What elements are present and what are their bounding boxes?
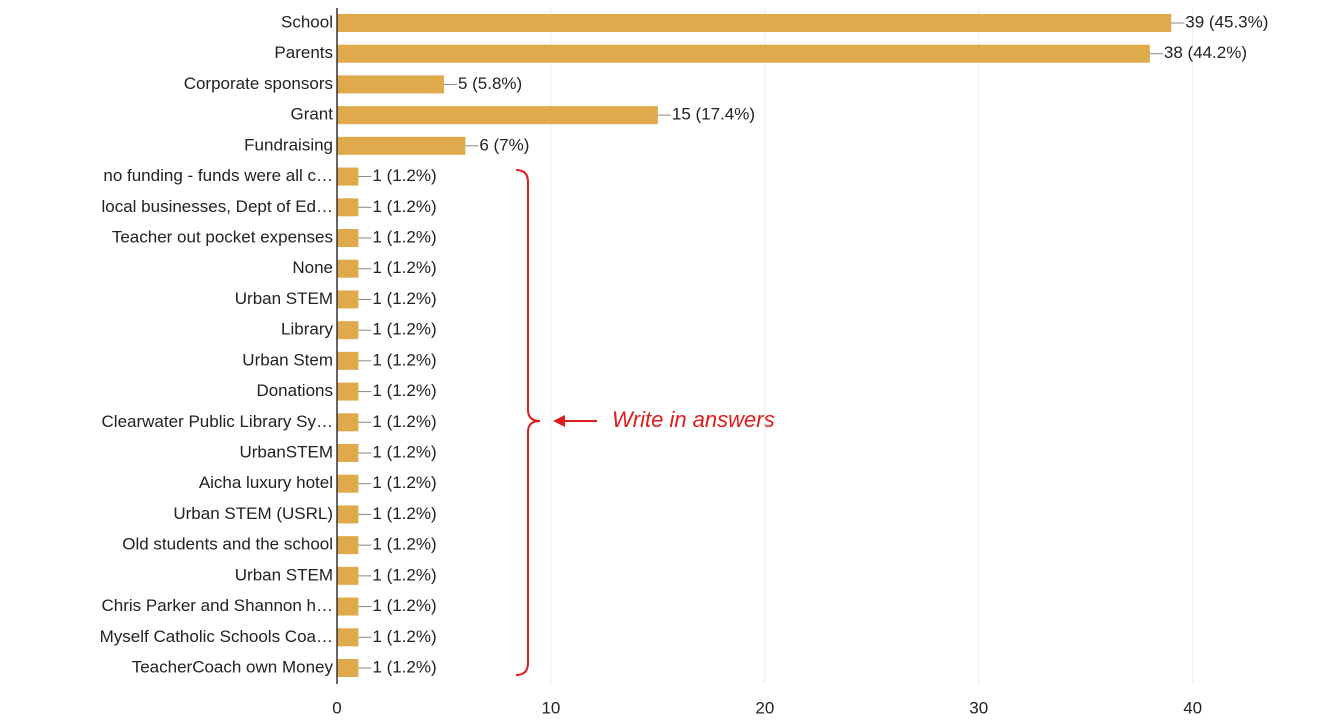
y-tick-label: None [292,258,333,277]
x-tick-label: 10 [541,698,560,717]
bar [337,444,359,462]
bar [337,536,359,555]
y-tick-label: Aicha luxury hotel [199,473,333,492]
value-label: 1 (1.2%) [372,565,436,584]
y-tick-label: Teacher out pocket expenses [112,227,333,246]
x-tick-label: 40 [1183,698,1202,717]
value-label: 1 (1.2%) [372,227,436,246]
bar [337,44,1150,63]
y-tick-label: no funding - funds were all c… [103,166,333,185]
y-tick-label: Fundraising [244,135,333,154]
annotation: Write in answers [612,407,775,432]
bar [337,290,359,309]
value-label: 39 (45.3%) [1185,12,1268,31]
bar [337,659,359,677]
value-label: 1 (1.2%) [372,166,436,185]
value-label: 5 (5.8%) [458,74,522,93]
bar [337,628,359,647]
value-label: 1 (1.2%) [372,596,436,615]
value-label: 1 (1.2%) [372,320,436,339]
y-tick-label: Donations [256,381,333,400]
y-tick-label: UrbanSTEM [239,442,333,461]
value-label: 15 (17.4%) [672,105,755,124]
value-label: 6 (7%) [479,135,529,154]
bar [337,259,359,278]
value-label: 1 (1.2%) [372,535,436,554]
y-tick-label: Parents [274,43,333,62]
y-tick-label: local businesses, Dept of Ed… [101,197,333,216]
bar [337,136,466,155]
bar [337,597,359,616]
y-tick-label: Urban STEM [235,565,333,584]
value-label: 1 (1.2%) [372,442,436,461]
y-tick-label: TeacherCoach own Money [132,657,334,676]
value-label: 1 (1.2%) [372,289,436,308]
value-label: 1 (1.2%) [372,473,436,492]
y-tick-label: Urban STEM (USRL) [173,504,333,523]
value-label: 1 (1.2%) [372,350,436,369]
bar [337,198,359,217]
bar [337,167,359,186]
y-tick-label: Old students and the school [122,535,333,554]
value-label: 38 (44.2%) [1164,43,1247,62]
bar [337,229,359,247]
value-label: 1 (1.2%) [372,197,436,216]
bar [337,106,658,125]
bar [337,75,444,94]
arrow-head [553,415,565,427]
x-tick-label: 20 [755,698,774,717]
bar [337,321,359,340]
y-tick-label: Myself Catholic Schools Coa… [100,627,333,646]
y-tick-label: School [281,12,333,31]
value-label: 1 (1.2%) [372,258,436,277]
y-tick-label: Grant [290,105,333,124]
bar [337,474,359,493]
bar [337,382,359,401]
y-tick-label: Library [281,320,333,339]
brace [515,169,541,676]
value-label: 1 (1.2%) [372,627,436,646]
value-label: 1 (1.2%) [372,412,436,431]
x-tick-label: 30 [969,698,988,717]
y-tick-label: Urban STEM [235,289,333,308]
bar [337,351,359,370]
y-tick-label: Clearwater Public Library Sy… [102,412,333,431]
bar [337,505,359,524]
y-tick-label: Urban Stem [242,350,333,369]
value-label: 1 (1.2%) [372,381,436,400]
bar [337,566,359,585]
value-label: 1 (1.2%) [372,657,436,676]
x-tick-label: 0 [332,698,341,717]
y-tick-label: Chris Parker and Shannon h… [101,596,333,615]
value-label: 1 (1.2%) [372,504,436,523]
bar [337,413,359,432]
y-tick-label: Corporate sponsors [184,74,333,93]
bar [337,14,1172,32]
